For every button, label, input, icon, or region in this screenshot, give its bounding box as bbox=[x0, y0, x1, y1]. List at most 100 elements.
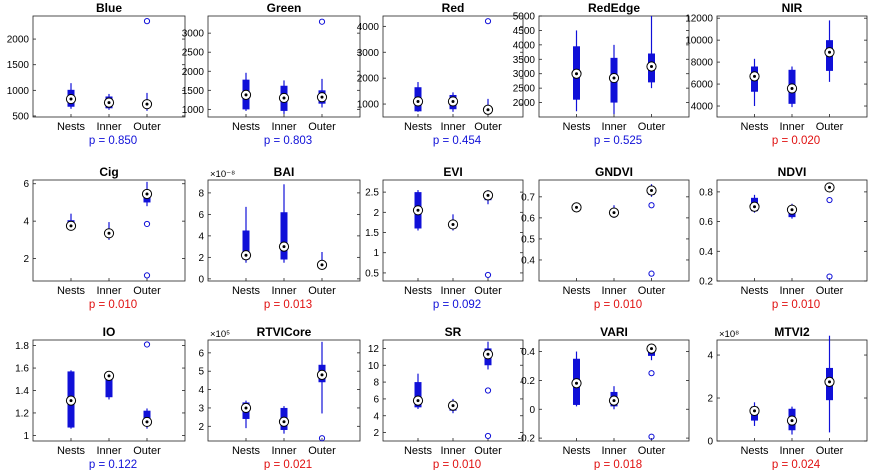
y-tick-label: 2000 bbox=[357, 74, 380, 85]
panel-title: BAI bbox=[274, 165, 295, 179]
y-tick-label: 4500 bbox=[513, 26, 536, 37]
median-dot bbox=[451, 404, 455, 408]
p-value: p = 0.020 bbox=[772, 135, 820, 147]
y-tick-label: 2000 bbox=[513, 98, 536, 109]
x-tick-label: Outer bbox=[133, 121, 161, 133]
y-tick-label: 3000 bbox=[513, 69, 536, 80]
box-outer bbox=[141, 18, 153, 111]
box-nests bbox=[240, 206, 252, 263]
p-value: p = 0.092 bbox=[433, 299, 481, 311]
median-dot bbox=[612, 76, 616, 80]
x-tick-label: Outer bbox=[308, 285, 336, 297]
box-nests bbox=[65, 370, 77, 429]
box-outer bbox=[824, 335, 835, 433]
panel-title: SR bbox=[445, 325, 462, 339]
outlier-point bbox=[826, 273, 833, 280]
y-tick-label: 4 bbox=[23, 217, 29, 228]
y-tick-label: 10000 bbox=[685, 36, 713, 47]
box-outer bbox=[646, 184, 657, 277]
median-dot bbox=[145, 102, 149, 106]
outlier-point bbox=[648, 433, 655, 440]
outlier-point bbox=[318, 435, 326, 442]
box-nests bbox=[240, 400, 252, 429]
median-dot bbox=[107, 231, 111, 235]
panel-title: RTVICore bbox=[257, 325, 312, 339]
median-dot bbox=[650, 189, 653, 193]
box-inner bbox=[103, 370, 115, 400]
panel-red: Red 1000 2000 3000 4000 Nests Inner Outer p = 0.… bbox=[357, 1, 524, 147]
panel-mtvi2: MTVI2 ×10⁸ 0 2 4 Nests Inner Outer p = 0.024 bbox=[707, 325, 868, 470]
iqr-box bbox=[414, 382, 422, 408]
p-value: p = 0.525 bbox=[594, 135, 642, 147]
box-outer bbox=[316, 251, 328, 270]
box-inner bbox=[103, 93, 115, 110]
y-tick-label: 1000 bbox=[7, 86, 30, 97]
x-tick-label: Outer bbox=[638, 285, 666, 297]
median-dot bbox=[790, 419, 794, 423]
y-tick-label: 6 bbox=[23, 179, 29, 190]
y-tick-label: 4 bbox=[198, 385, 204, 396]
median-dot bbox=[650, 65, 653, 68]
x-tick-label: Inner bbox=[601, 285, 626, 297]
median-dot bbox=[320, 95, 324, 99]
y-tick-label: 6 bbox=[198, 210, 204, 221]
y-tick-label: 1 bbox=[23, 431, 29, 442]
y-tick-label: 2 bbox=[198, 253, 204, 264]
outlier-point bbox=[648, 270, 655, 277]
median-dot bbox=[282, 96, 286, 100]
y-tick-label: 12 bbox=[368, 344, 380, 355]
y-tick-label: 0.4 bbox=[521, 255, 535, 266]
median-dot bbox=[828, 50, 831, 54]
outlier-point bbox=[484, 432, 492, 440]
y-tick-label: 2 bbox=[373, 208, 379, 219]
x-tick-label: Outer bbox=[816, 445, 844, 457]
x-tick-label: Nests bbox=[562, 285, 591, 297]
box-outer bbox=[316, 341, 328, 442]
x-tick-label: Outer bbox=[308, 445, 336, 457]
box-inner bbox=[608, 386, 620, 410]
box-nests bbox=[412, 82, 424, 112]
median-dot bbox=[650, 347, 653, 351]
x-tick-label: Inner bbox=[601, 121, 626, 133]
box-outer bbox=[316, 18, 328, 108]
box-inner bbox=[786, 66, 798, 108]
y-tick-label: 0.7 bbox=[521, 192, 535, 203]
y-tick-label: 3 bbox=[198, 403, 204, 414]
y-tick-label: 4 bbox=[198, 231, 204, 242]
box-nests bbox=[571, 202, 582, 213]
x-tick-label: Outer bbox=[638, 445, 666, 457]
panel-title: Green bbox=[267, 1, 302, 15]
box-nests bbox=[571, 351, 582, 407]
median-dot bbox=[282, 420, 286, 424]
y-tick-label: 4000 bbox=[513, 40, 536, 51]
box-outer bbox=[141, 341, 153, 429]
y-tick-label: 0 bbox=[707, 437, 713, 448]
panel-title: VARI bbox=[600, 325, 628, 339]
outlier-point bbox=[648, 202, 655, 209]
y-tick-label: 1.6 bbox=[15, 364, 29, 375]
y-tick-label: 2 bbox=[198, 422, 204, 433]
median-dot bbox=[575, 205, 578, 209]
y-tick-label: -0.2 bbox=[518, 434, 536, 445]
x-tick-label: Inner bbox=[601, 445, 626, 457]
x-tick-label: Nests bbox=[57, 121, 86, 133]
panel-rededge: RedEdge 2000 2500 3000 3500 4000 4500 5000 Nests… bbox=[513, 1, 690, 147]
y-tick-label: 0.6 bbox=[521, 213, 535, 224]
box-outer bbox=[141, 181, 153, 279]
y-tick-label: 4 bbox=[373, 411, 379, 422]
x-tick-label: Outer bbox=[638, 121, 666, 133]
y-tick-label: 1.4 bbox=[15, 386, 29, 397]
y-tick-label: 1000 bbox=[182, 105, 205, 116]
y-tick-label: 6000 bbox=[691, 80, 714, 91]
axis-multiplier: ×10⁸ bbox=[719, 329, 739, 340]
median-dot bbox=[416, 399, 420, 403]
x-tick-label: Inner bbox=[779, 445, 804, 457]
x-tick-label: Nests bbox=[57, 445, 86, 457]
x-tick-label: Outer bbox=[474, 121, 502, 133]
box-inner bbox=[608, 205, 620, 218]
panel-evi: EVI 0.5 1 1.5 2 2.5 Nests Inner Outer p = 0.092 bbox=[365, 165, 524, 311]
y-tick-label: 0 bbox=[529, 405, 535, 416]
panel-blue: Blue 500 1000 1500 2000 Nests Inner Outer p = 0.… bbox=[7, 1, 186, 147]
y-tick-label: 1.8 bbox=[15, 341, 29, 352]
y-tick-label: 6 bbox=[373, 394, 379, 405]
